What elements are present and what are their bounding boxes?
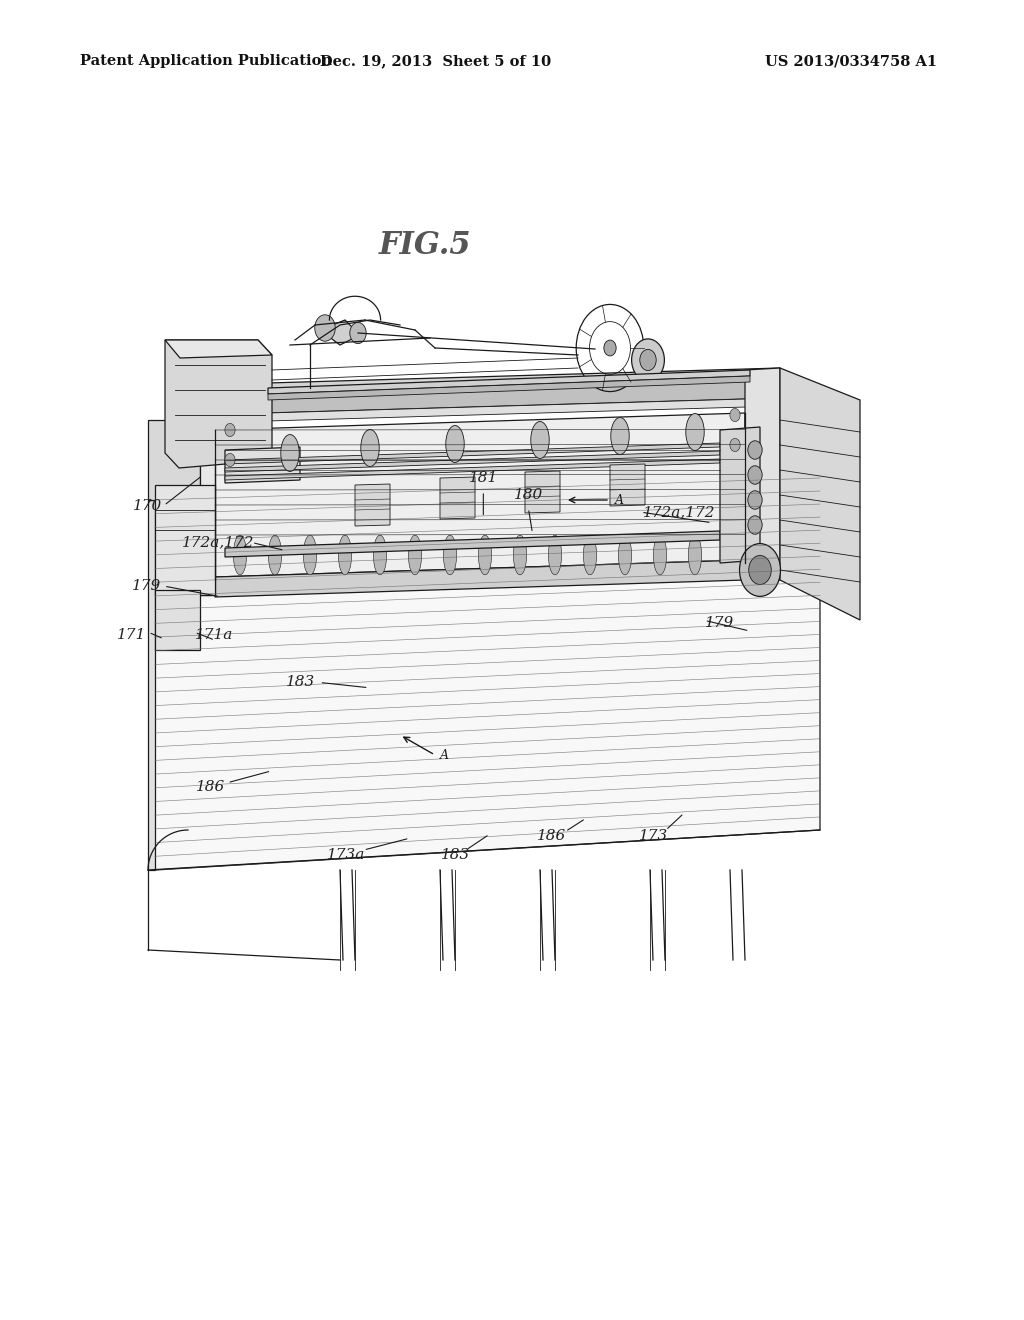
Polygon shape <box>720 426 760 564</box>
Text: 181: 181 <box>469 471 498 484</box>
Text: 179: 179 <box>131 579 161 593</box>
Circle shape <box>748 516 762 535</box>
Text: 173: 173 <box>639 829 668 842</box>
Polygon shape <box>200 388 215 595</box>
Ellipse shape <box>749 556 771 585</box>
Text: 186: 186 <box>196 780 225 793</box>
Polygon shape <box>148 500 155 870</box>
Text: 173a: 173a <box>327 849 366 862</box>
Circle shape <box>748 491 762 510</box>
Ellipse shape <box>338 535 351 574</box>
Text: 172a,172: 172a,172 <box>182 536 254 549</box>
Circle shape <box>604 341 616 356</box>
Polygon shape <box>225 447 300 483</box>
Polygon shape <box>268 370 750 393</box>
Text: FIG.5: FIG.5 <box>379 230 471 261</box>
Polygon shape <box>355 484 390 525</box>
Text: 183: 183 <box>286 676 315 689</box>
Ellipse shape <box>409 535 422 574</box>
Ellipse shape <box>445 425 464 462</box>
Ellipse shape <box>653 535 667 574</box>
Polygon shape <box>319 319 360 345</box>
Ellipse shape <box>360 429 379 466</box>
Text: A: A <box>615 494 624 507</box>
Circle shape <box>748 441 762 459</box>
Polygon shape <box>268 376 750 400</box>
Circle shape <box>730 408 740 421</box>
Polygon shape <box>215 560 745 597</box>
Ellipse shape <box>688 535 701 574</box>
Polygon shape <box>155 484 215 595</box>
Circle shape <box>730 438 740 451</box>
Text: 186: 186 <box>538 829 566 842</box>
Ellipse shape <box>233 535 247 574</box>
Text: 179: 179 <box>705 616 734 630</box>
Ellipse shape <box>268 535 282 574</box>
Ellipse shape <box>739 544 780 597</box>
Ellipse shape <box>584 535 597 574</box>
Ellipse shape <box>530 421 549 458</box>
Ellipse shape <box>281 434 299 471</box>
Ellipse shape <box>610 417 629 454</box>
Ellipse shape <box>303 535 316 574</box>
Polygon shape <box>155 470 820 870</box>
Polygon shape <box>225 459 720 480</box>
Ellipse shape <box>618 535 632 574</box>
Text: 180: 180 <box>514 488 543 502</box>
Text: Dec. 19, 2013  Sheet 5 of 10: Dec. 19, 2013 Sheet 5 of 10 <box>319 54 551 69</box>
Ellipse shape <box>478 535 492 574</box>
Polygon shape <box>148 420 200 500</box>
Polygon shape <box>610 465 645 506</box>
Polygon shape <box>215 413 745 577</box>
Circle shape <box>225 453 236 466</box>
Ellipse shape <box>443 535 457 574</box>
Polygon shape <box>225 451 720 473</box>
Text: US 2013/0334758 A1: US 2013/0334758 A1 <box>765 54 937 69</box>
Polygon shape <box>225 444 720 465</box>
Circle shape <box>314 314 335 341</box>
Polygon shape <box>165 341 272 358</box>
Polygon shape <box>200 368 780 397</box>
Polygon shape <box>200 380 780 414</box>
Text: 171: 171 <box>117 628 146 642</box>
Text: 170: 170 <box>132 499 162 512</box>
Polygon shape <box>525 471 560 513</box>
Text: A: A <box>440 748 449 762</box>
Circle shape <box>640 350 656 371</box>
Circle shape <box>748 466 762 484</box>
Circle shape <box>225 424 236 437</box>
Circle shape <box>632 339 665 381</box>
Polygon shape <box>745 368 780 582</box>
Circle shape <box>350 322 367 343</box>
Ellipse shape <box>374 535 387 574</box>
Ellipse shape <box>513 535 526 574</box>
Polygon shape <box>165 341 272 469</box>
Text: Patent Application Publication: Patent Application Publication <box>80 54 332 69</box>
Text: 172a,172: 172a,172 <box>643 506 716 519</box>
Polygon shape <box>440 477 475 519</box>
Polygon shape <box>225 531 720 557</box>
Text: 183: 183 <box>441 849 470 862</box>
Text: 171a: 171a <box>195 628 232 642</box>
Polygon shape <box>200 399 780 422</box>
Polygon shape <box>780 368 860 620</box>
Ellipse shape <box>548 535 561 574</box>
Ellipse shape <box>686 413 705 450</box>
Polygon shape <box>155 590 200 649</box>
